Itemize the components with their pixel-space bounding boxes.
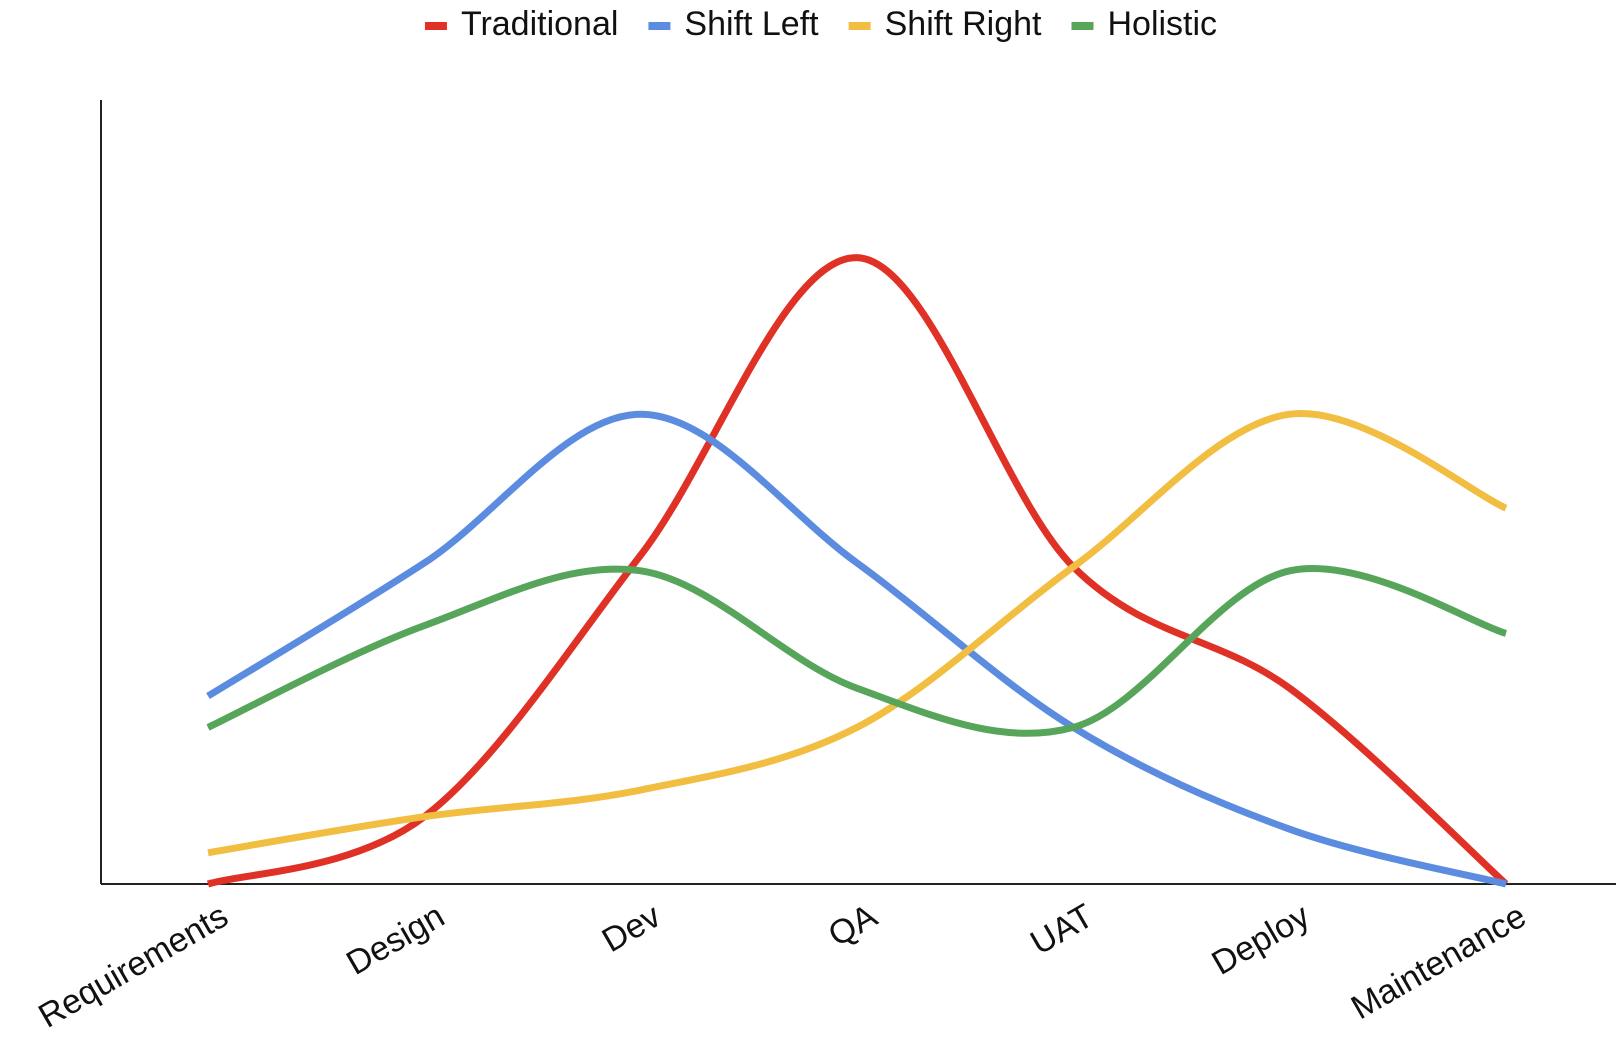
x-tick-label: UAT [1024,897,1100,963]
legend: Traditional Shift Left Shift Right Holistic [424,5,1217,43]
x-tick-label: Requirements [32,897,234,1036]
series-line [206,410,1507,888]
series-line [206,565,1508,737]
x-tick-label: Deploy [1205,897,1316,983]
legend-swatch [848,22,871,30]
legend-label: Shift Left [684,5,819,43]
legend-swatch [1071,22,1094,30]
legend-swatch [424,22,447,30]
x-tick-label: Dev [596,897,667,960]
legend-label: Shift Right [885,5,1042,43]
x-tick-label: Design [340,897,451,983]
legend-swatch [648,22,671,30]
legend-label: Traditional [461,5,618,43]
x-tick-label: QA [822,897,884,955]
series-line [206,254,1509,888]
legend-label: Holistic [1107,5,1217,43]
x-tick-label: Maintenance [1345,897,1533,1027]
series-line [207,409,1508,857]
